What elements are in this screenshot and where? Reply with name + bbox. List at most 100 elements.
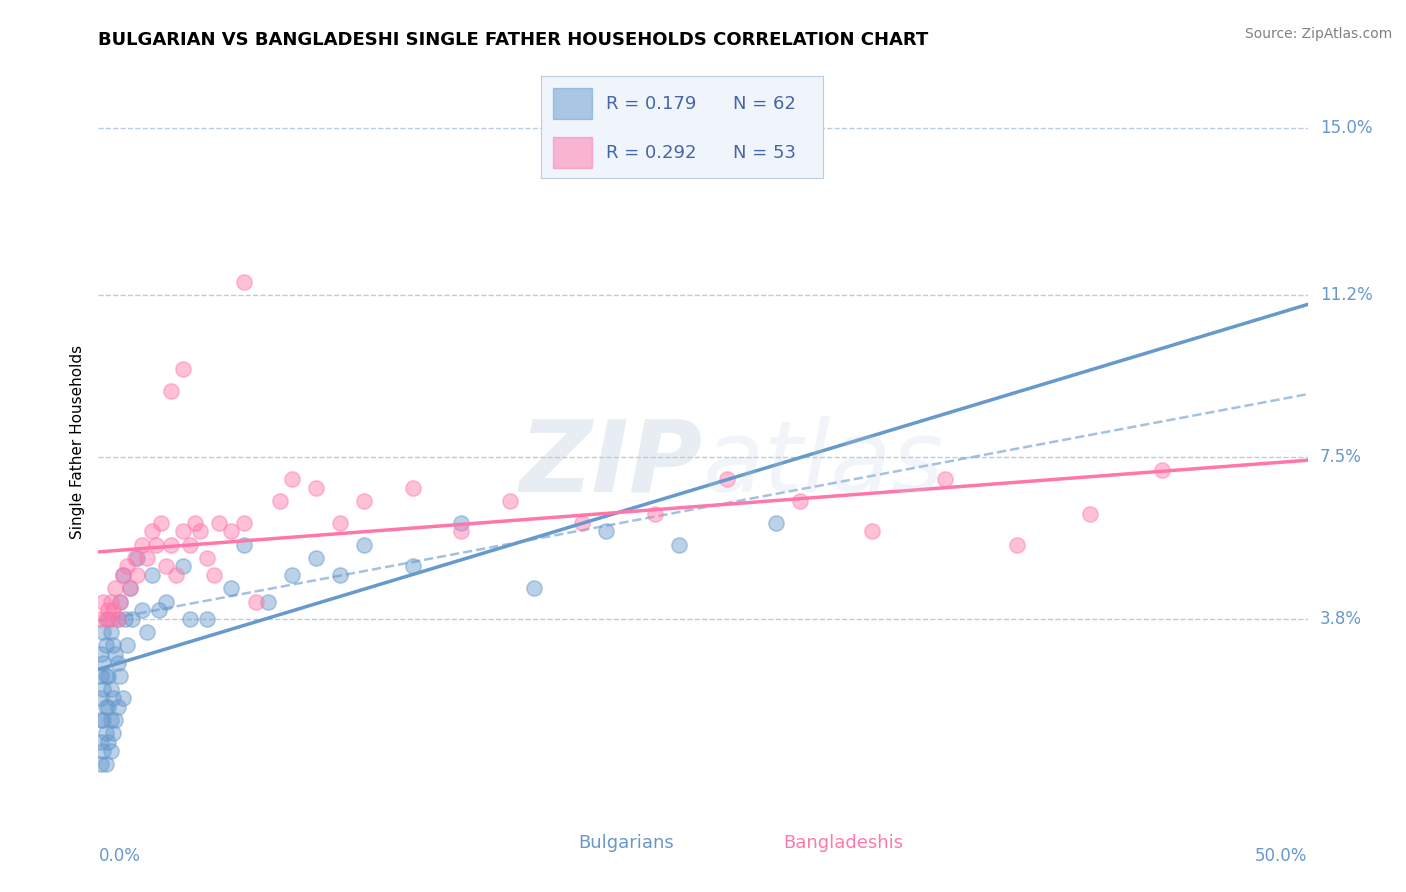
Point [104,713,127,727]
Point [111,568,134,582]
Text: N = 62: N = 62 [733,95,796,112]
Point [172,524,194,539]
Text: 3.8%: 3.8% [1320,610,1361,628]
FancyBboxPatch shape [553,88,592,119]
Point [108,669,131,683]
Point [107,612,129,626]
Point [97,612,120,626]
Point [523,582,546,596]
Point [101,603,124,617]
Point [101,726,124,740]
Point [100,743,122,757]
Point [94,756,117,771]
Point [204,568,226,582]
Point [145,537,167,551]
Text: 50.0%: 50.0% [1256,847,1308,865]
Point [148,603,170,617]
Point [150,516,173,530]
Point [245,594,267,608]
Text: 0.0%: 0.0% [98,847,141,865]
Point [188,524,211,539]
Point [117,638,139,652]
Point [100,682,122,697]
Text: BULGARIAN VS BANGLADESHI SINGLE FATHER HOUSEHOLDS CORRELATION CHART: BULGARIAN VS BANGLADESHI SINGLE FATHER H… [98,31,929,49]
Point [934,472,956,486]
Point [100,625,122,640]
Point [114,612,136,626]
Point [104,647,127,661]
Point [94,726,117,740]
Point [91,625,114,640]
Point [101,690,124,705]
Point [402,481,425,495]
Point [269,493,291,508]
Text: Source: ZipAtlas.com: Source: ZipAtlas.com [1244,27,1392,41]
Point [127,568,149,582]
Text: Bulgarians: Bulgarians [578,834,673,852]
Point [100,594,122,608]
Point [281,472,304,486]
Point [91,656,114,670]
Point [100,612,122,626]
Point [111,568,134,582]
Text: 15.0%: 15.0% [1320,120,1372,137]
Point [97,603,120,617]
Point [100,713,122,727]
Point [160,537,183,551]
Point [127,550,149,565]
FancyBboxPatch shape [553,137,592,168]
Point [90,735,112,749]
Text: R = 0.179: R = 0.179 [606,95,696,112]
Point [111,690,134,705]
Point [571,516,593,530]
Point [305,550,328,565]
Point [498,493,520,508]
Text: atlas: atlas [703,416,945,513]
Text: 11.2%: 11.2% [1320,285,1372,303]
Point [353,537,375,551]
Point [329,568,352,582]
Y-axis label: Single Father Households: Single Father Households [69,344,84,539]
Point [155,594,177,608]
Point [221,524,243,539]
Point [94,669,117,683]
Point [184,516,207,530]
Point [329,516,352,530]
Point [91,713,114,727]
Point [90,756,112,771]
Point [160,384,183,398]
Point [179,612,201,626]
Point [121,612,143,626]
Point [108,594,131,608]
Text: N = 53: N = 53 [733,144,796,161]
Point [91,682,114,697]
Point [117,559,139,574]
Point [131,537,153,551]
Point [118,582,141,596]
Text: 7.5%: 7.5% [1320,448,1361,466]
Point [141,568,163,582]
Point [860,524,883,539]
Point [118,582,141,596]
Point [172,362,194,376]
Point [90,647,112,661]
Point [232,516,254,530]
Point [1007,537,1029,551]
Point [179,537,201,551]
Point [101,638,124,652]
Point [97,699,120,714]
Point [165,568,187,582]
Point [91,594,114,608]
Point [668,537,690,551]
Point [135,625,157,640]
Point [281,568,304,582]
Point [221,582,243,596]
Point [595,524,617,539]
Point [94,612,117,626]
Point [104,582,127,596]
Point [141,524,163,539]
Point [353,493,375,508]
Text: Bangladeshis: Bangladeshis [783,834,904,852]
Point [644,507,666,521]
Point [90,713,112,727]
